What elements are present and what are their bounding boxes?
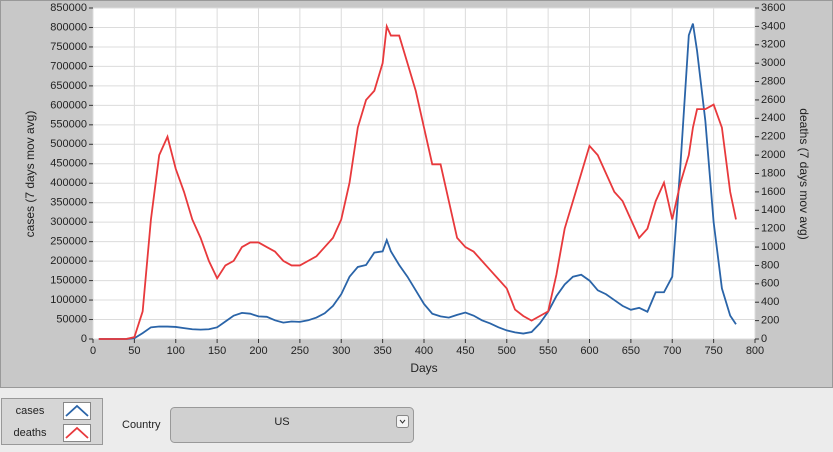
y2-tick-label: 0 — [761, 333, 767, 345]
legend-swatch — [63, 402, 91, 420]
y2-tick-label: 1400 — [761, 204, 785, 216]
y2-tick-label: 600 — [761, 278, 779, 290]
x-tick-label: 450 — [456, 345, 474, 357]
x-tick-label: 500 — [498, 345, 516, 357]
y2-tick-label: 800 — [761, 259, 779, 271]
y2-tick-label: 2400 — [761, 112, 785, 124]
x-tick-label: 300 — [332, 345, 350, 357]
dropdown-arrow — [399, 419, 406, 424]
y-tick-label: 100000 — [50, 294, 87, 306]
y-tick-label: 250000 — [50, 236, 87, 248]
x-tick-label: 600 — [580, 345, 598, 357]
y2-tick-label: 200 — [761, 315, 779, 327]
y2-tick-label: 1600 — [761, 186, 785, 198]
legend-icon — [65, 404, 89, 417]
y-tick-label: 500000 — [50, 138, 87, 150]
legend-label: deaths — [13, 427, 47, 439]
y2-tick-label: 3200 — [761, 39, 785, 51]
dropdown-button[interactable] — [396, 415, 409, 428]
y-tick-label: 650000 — [50, 80, 87, 92]
y-tick-label: 300000 — [50, 216, 87, 228]
x-tick-label: 50 — [128, 345, 140, 357]
y2-tick-label: 2000 — [761, 149, 785, 161]
y-tick-label: 750000 — [50, 41, 87, 53]
y-tick-label: 350000 — [50, 197, 87, 209]
y-axis-label: cases (7 days mov avg) — [23, 111, 37, 238]
y2-tick-label: 3400 — [761, 20, 785, 32]
x-tick-label: 650 — [622, 345, 640, 357]
y2-tick-label: 2600 — [761, 94, 785, 106]
y2-tick-label: 3000 — [761, 57, 785, 69]
legend-swatch — [63, 424, 91, 442]
series-line — [98, 23, 737, 340]
y-tick-label: 450000 — [50, 158, 87, 170]
x-tick-label: 0 — [90, 345, 96, 357]
x-tick-label: 550 — [539, 345, 557, 357]
x-tick-label: 100 — [167, 345, 185, 357]
x-tick-label: 400 — [415, 345, 433, 357]
x-tick-label: 700 — [663, 345, 681, 357]
y2-axis-label: deaths (7 days mov avg) — [797, 108, 811, 239]
y-tick-label: 0 — [81, 333, 87, 345]
y-tick-label: 850000 — [50, 2, 87, 14]
country-dropdown[interactable] — [170, 407, 414, 443]
y2-tick-label: 2200 — [761, 131, 785, 143]
x-axis-label: Days — [410, 361, 437, 375]
x-tick-label: 250 — [291, 345, 309, 357]
y-tick-label: 400000 — [50, 177, 87, 189]
y2-tick-label: 1200 — [761, 223, 785, 235]
y-tick-label: 50000 — [56, 313, 87, 325]
y2-tick-label: 400 — [761, 296, 779, 308]
y2-tick-label: 3600 — [761, 2, 785, 14]
legend-label: cases — [16, 405, 45, 417]
y2-tick-label: 1000 — [761, 241, 785, 253]
x-tick-label: 800 — [746, 345, 764, 357]
x-tick-label: 200 — [249, 345, 267, 357]
series-line — [98, 23, 737, 340]
x-tick-label: 350 — [373, 345, 391, 357]
y-tick-label: 700000 — [50, 60, 87, 72]
x-tick-label: 150 — [208, 345, 226, 357]
y-tick-label: 200000 — [50, 255, 87, 267]
y2-tick-label: 1800 — [761, 167, 785, 179]
y-tick-label: 150000 — [50, 274, 87, 286]
y-tick-label: 550000 — [50, 119, 87, 131]
y-tick-label: 800000 — [50, 21, 87, 33]
legend-icon — [65, 426, 89, 439]
y2-tick-label: 2800 — [761, 75, 785, 87]
x-tick-label: 750 — [704, 345, 722, 357]
y-tick-label: 600000 — [50, 99, 87, 111]
country-label: Country — [122, 419, 161, 431]
country-value[interactable]: US — [274, 416, 289, 428]
